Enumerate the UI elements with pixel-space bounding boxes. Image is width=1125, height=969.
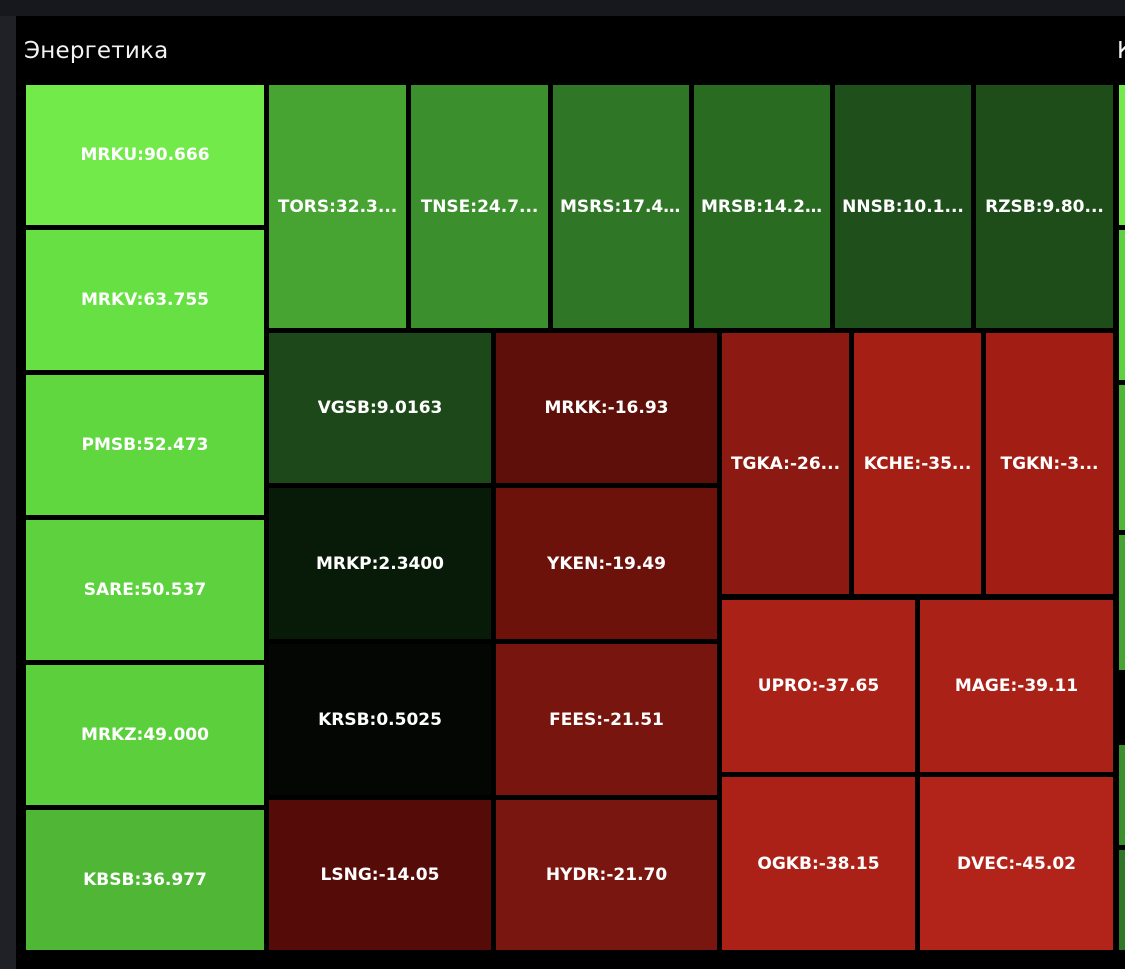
tile-label: KCHE:-35... (863, 453, 972, 474)
next-sector-tile-edge[interactable] (1119, 745, 1125, 845)
tile-label: NNSB:10.1... (842, 196, 964, 217)
tile-label: PMSB:52.473 (81, 435, 209, 455)
tile-hydr[interactable]: HYDR:-21.70 (496, 800, 717, 950)
tile-label: TGKA:-26... (730, 453, 841, 474)
tile-vgsb[interactable]: VGSB:9.0163 (269, 333, 491, 483)
tile-lsng[interactable]: LSNG:-14.05 (269, 800, 491, 950)
tile-label: TGKN:-3... (1000, 453, 1099, 474)
tile-label: FEES:-21.51 (549, 709, 664, 730)
tile-label: HYDR:-21.70 (545, 865, 668, 885)
tile-label: MRKP:2.3400 (315, 553, 445, 574)
tile-tors[interactable]: TORS:32.3... (269, 85, 406, 328)
tile-mrkp[interactable]: MRKP:2.3400 (269, 488, 491, 639)
tile-yken[interactable]: YKEN:-19.49 (496, 488, 717, 639)
tile-label: UPRO:-37.65 (757, 676, 880, 696)
tile-tgkn[interactable]: TGKN:-3... (986, 333, 1113, 594)
tile-rzsb[interactable]: RZSB:9.80... (976, 85, 1113, 328)
tile-krsb[interactable]: KRSB:0.5025 (269, 644, 491, 795)
next-sector-tile-edge[interactable] (1119, 85, 1125, 225)
tile-label: TNSE:24.7... (420, 196, 539, 217)
tile-label: MRKK:-16.93 (544, 398, 669, 418)
tile-upro[interactable]: UPRO:-37.65 (722, 600, 915, 772)
tile-label: KBSB:36.977 (83, 870, 207, 890)
tile-kbsb[interactable]: KBSB:36.977 (26, 810, 264, 950)
tile-tgka[interactable]: TGKA:-26... (722, 333, 849, 594)
tile-label: YKEN:-19.49 (547, 553, 666, 574)
tile-label: MRKV:63.755 (81, 290, 209, 310)
tile-label: MRKZ:49.000 (81, 725, 209, 745)
tile-label: DVEC:-45.02 (957, 853, 1076, 874)
sector-title: Энергетика (24, 38, 169, 64)
next-sector-tile-edge[interactable] (1119, 535, 1125, 670)
tile-mrsb[interactable]: MRSB:14.2... (694, 85, 830, 328)
tile-ogkb[interactable]: OGKB:-38.15 (722, 777, 915, 950)
tile-kche[interactable]: KCHE:-35... (854, 333, 981, 594)
left-panel-edge (0, 16, 16, 969)
top-bar (0, 0, 1125, 16)
tile-label: LSNG:-14.05 (320, 865, 440, 885)
tile-dvec[interactable]: DVEC:-45.02 (920, 777, 1113, 950)
next-sector-tile-edge[interactable] (1119, 230, 1125, 380)
tile-label: MAGE:-39.11 (954, 676, 1079, 696)
tile-sare[interactable]: SARE:50.537 (26, 520, 264, 660)
tile-label: KRSB:0.5025 (318, 709, 442, 730)
tile-label: MSRS:17.4... (560, 196, 682, 217)
next-sector-tile-edge[interactable] (1119, 385, 1125, 530)
tile-label: MRSB:14.2... (701, 196, 823, 217)
tile-mrkv[interactable]: MRKV:63.755 (26, 230, 264, 370)
tile-label: MRKU:90.666 (80, 145, 210, 165)
next-sector-tile-edge[interactable] (1119, 850, 1125, 950)
tile-tnse[interactable]: TNSE:24.7... (411, 85, 548, 328)
tile-nnsb[interactable]: NNSB:10.1... (835, 85, 971, 328)
tile-mrkz[interactable]: MRKZ:49.000 (26, 665, 264, 805)
tile-label: SARE:50.537 (83, 580, 207, 600)
tile-mage[interactable]: MAGE:-39.11 (920, 600, 1113, 772)
tile-fees[interactable]: FEES:-21.51 (496, 644, 717, 795)
tile-mrkk[interactable]: MRKK:-16.93 (496, 333, 717, 483)
tile-label: VGSB:9.0163 (317, 398, 443, 418)
tile-mrku[interactable]: MRKU:90.666 (26, 85, 264, 225)
tile-label: RZSB:9.80... (985, 196, 1104, 217)
tile-pmsb[interactable]: PMSB:52.473 (26, 375, 264, 515)
tile-label: TORS:32.3... (277, 196, 398, 217)
next-sector-title: К (1117, 38, 1125, 64)
tile-msrs[interactable]: MSRS:17.4... (553, 85, 689, 328)
tile-label: OGKB:-38.15 (757, 853, 880, 874)
